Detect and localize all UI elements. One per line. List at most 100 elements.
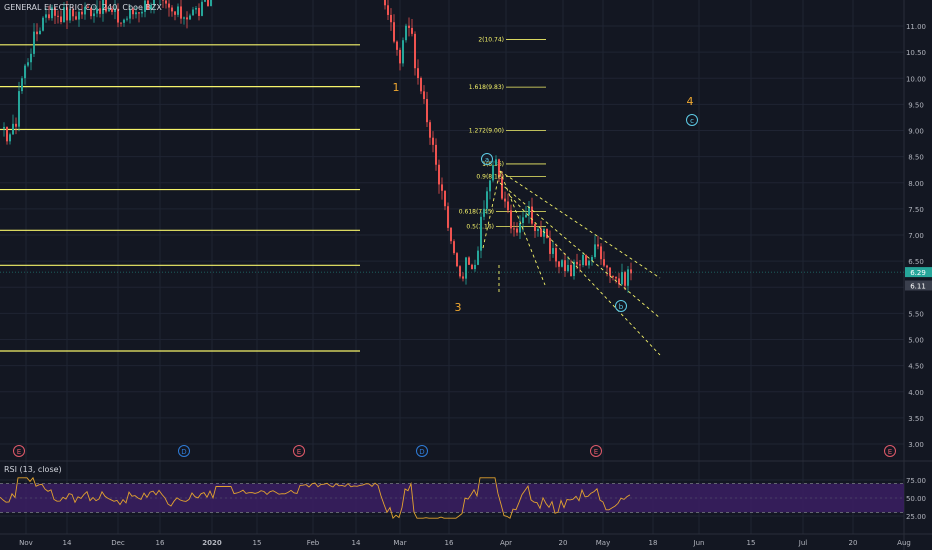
candle-body [429,122,431,138]
price-label-text: 6.11 [910,283,926,291]
candle-body [522,217,524,224]
candle-body [453,241,455,254]
candle-body [192,9,194,16]
candle-body [558,261,560,267]
price-tick-label: 10.00 [906,75,926,83]
candle-body [165,0,167,4]
candle-body [72,9,74,17]
candle-body [486,191,488,209]
candle-body [420,77,422,92]
candle-body [147,0,149,10]
candle-body [501,176,503,199]
candle-body [108,8,110,12]
time-tick-label: Dec [111,539,125,547]
candle-body [552,248,554,254]
candle-body [117,8,119,23]
candle-body [396,41,398,50]
candle-body [186,17,188,20]
candle-body [474,264,476,270]
annotations: 1 3 4 a b c E D E D E E [0,81,904,457]
candle-body [171,7,173,12]
price-label-text: 6.29 [910,269,926,277]
candle-body [498,159,500,177]
price-label-bg [905,267,932,278]
candle-body [66,7,68,21]
fib-level-label: 0.618(7.45) [459,208,494,215]
wave-circle [615,300,627,312]
price-label: 6.29 [905,267,932,278]
wave-circle-text: a [485,156,489,164]
candle-body [144,0,146,12]
price-tick-label: 4.00 [908,389,924,397]
symbol-title: GENERAL ELECTRIC CO, 240, Cboe BZX [4,3,162,12]
candle-body [27,62,29,66]
candle-body [597,244,599,247]
candle-body [531,206,533,224]
candle-body [462,276,464,279]
candle-body [483,208,485,217]
candle-body [150,4,152,10]
candle-body [69,9,71,21]
candle-body [78,11,80,20]
candle-body [174,11,176,15]
candle-body [51,7,53,19]
candle-body [540,228,542,237]
price-tick-label: 3.00 [908,441,924,449]
candle-body [15,123,17,127]
candle-body [384,0,386,6]
candle-body [201,1,203,16]
candle-body [630,269,632,274]
candle-body [183,17,185,19]
candle-body [456,253,458,267]
candle-body [495,159,497,166]
candle-body [426,99,428,123]
wave-label: 1 [393,81,400,94]
time-tick-label: 18 [649,539,658,547]
rsi-tick-label: 50.00 [906,495,926,503]
candle-body [9,134,11,142]
time-tick-label: May [596,539,610,547]
price-tick-label: 9.00 [908,128,924,136]
candle-body [603,259,605,266]
candle-body [21,78,23,92]
channel-left [482,170,501,249]
candle-body [537,228,539,231]
event-circle [13,445,25,457]
candle-body [42,17,44,31]
fib-level-label: 0.9(8.12) [476,173,504,180]
candle-body [480,216,482,251]
candle-body [411,27,413,34]
candle-body [198,7,200,16]
candle-body [444,190,446,207]
candle-body [123,19,125,23]
rsi-tick-label: 75.00 [906,477,926,485]
candle-body [579,264,581,266]
wave-circle [686,114,698,126]
event-circle [590,445,602,457]
candle-body [516,228,518,233]
circle-wave-label: b [615,300,627,312]
circle-wave-label: a [481,153,493,165]
candle-body [195,7,197,10]
axes: 11.00 10.50 10.00 9.50 9.00 8.50 8.00 7.50 7.00 6… [19,23,932,547]
event-circle [178,445,190,457]
candle-body [102,0,104,14]
candle-body [180,6,182,19]
event-text: D [419,448,424,456]
candle-body [468,257,470,265]
price-tick-label: 5.50 [908,310,924,318]
event-marker: E [884,445,896,457]
candle-body [390,14,392,23]
candle-body [177,6,179,15]
time-tick-label: 16 [445,539,454,547]
fib-level-label: 2(10.74) [478,37,504,44]
time-tick-label: Apr [500,539,512,547]
channel-middle [499,182,661,319]
candle-body [582,254,584,265]
candle-body [18,91,20,127]
candle-body [507,201,509,211]
time-tick-label: 16 [156,539,165,547]
channel-diag [499,170,546,286]
candle-body [84,6,86,15]
wave-label: 3 [455,301,462,314]
